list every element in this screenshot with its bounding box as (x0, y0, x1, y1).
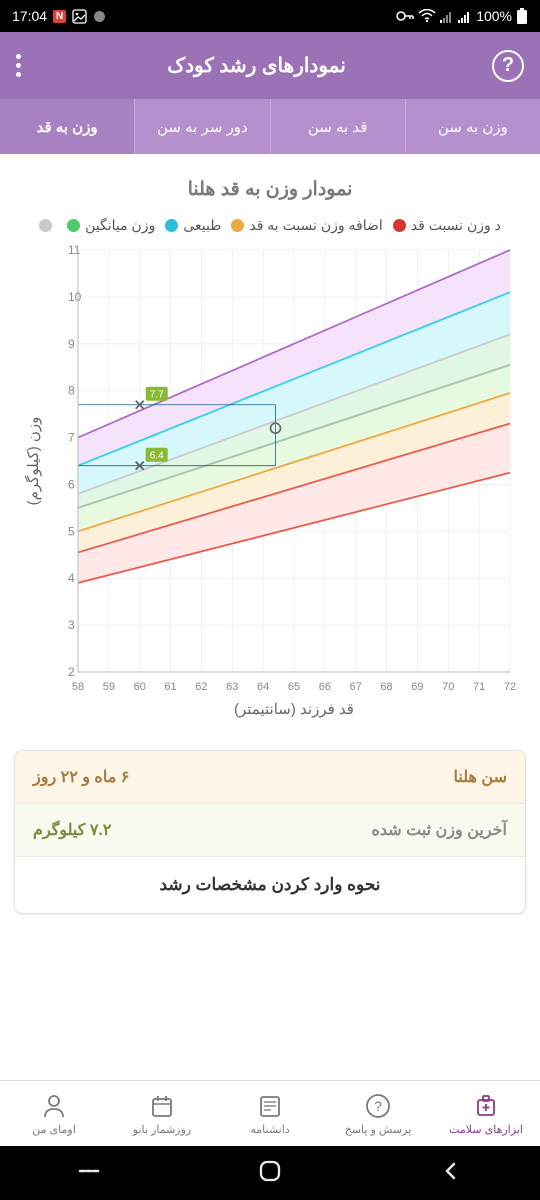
status-time: 17:04 (12, 8, 47, 24)
legend-item-1: اضافه وزن نسبت به قد (231, 217, 382, 234)
nav-label: روزشمار بانو (133, 1123, 191, 1136)
svg-text:?: ? (374, 1098, 382, 1114)
nav-label: ابزارهای سلامت (449, 1123, 523, 1136)
menu-button[interactable] (16, 54, 21, 77)
legend-item-2: طبیعی (165, 217, 221, 234)
chart-legend: د وزن نسبت قد اضافه وزن نسبت به قد طبیعی وز… (0, 217, 540, 234)
tab-2[interactable]: دور سر به سن (134, 99, 269, 154)
svg-text:7: 7 (68, 431, 75, 445)
svg-text:7.7: 7.7 (150, 390, 164, 401)
help-icon[interactable]: ? (492, 50, 524, 82)
svg-text:2: 2 (68, 665, 75, 679)
svg-text:62: 62 (195, 681, 207, 693)
gallery-icon (72, 9, 87, 24)
svg-text:9: 9 (68, 337, 75, 351)
nav-icon-4 (40, 1092, 68, 1120)
svg-text:63: 63 (226, 681, 238, 693)
signal2-icon (458, 10, 472, 23)
svg-text:60: 60 (134, 681, 146, 693)
svg-text:71: 71 (473, 681, 485, 693)
status-bar: 17:04 N 100% (0, 0, 540, 32)
nav-item-3[interactable]: روزشمار بانو (108, 1081, 216, 1146)
svg-text:11: 11 (68, 243, 81, 257)
back-button[interactable] (440, 1160, 462, 1187)
bottom-nav: ابزارهای سلامت? پرسش و پاسخ دانشنامه روزشما… (0, 1080, 540, 1146)
circle-icon (93, 10, 106, 23)
tab-3[interactable]: وزن به قد (0, 99, 134, 154)
vpn-icon (396, 10, 414, 22)
legend-item-4 (39, 217, 57, 234)
svg-text:10: 10 (68, 290, 82, 304)
nav-icon-0 (472, 1092, 500, 1120)
tabs: وزن به سنقد به سندور سر به سنوزن به قد (0, 99, 540, 154)
svg-text:70: 70 (442, 681, 454, 693)
nav-item-2[interactable]: دانشنامه (216, 1081, 324, 1146)
battery-pct: 100% (476, 8, 512, 24)
svg-text:68: 68 (380, 681, 392, 693)
svg-text:4: 4 (68, 571, 75, 585)
svg-text:66: 66 (319, 681, 331, 693)
svg-text:65: 65 (288, 681, 300, 693)
svg-text:67: 67 (350, 681, 362, 693)
nav-item-4[interactable]: اومای من (0, 1081, 108, 1146)
notification-badge: N (53, 10, 66, 23)
svg-text:قد فرزند (سانتیمتر): قد فرزند (سانتیمتر) (234, 701, 354, 718)
legend-item-0: د وزن نسبت قد (393, 217, 501, 234)
recent-apps-button[interactable] (78, 1160, 100, 1187)
svg-text:64: 64 (257, 681, 269, 693)
home-button[interactable] (257, 1158, 283, 1189)
age-value: ۶ ماه و ۲۲ روز (33, 767, 129, 787)
svg-text:6: 6 (68, 477, 75, 491)
weight-row: آخرین وزن ثبت شده ۷.۲ کیلوگرم (15, 803, 525, 857)
nav-item-0[interactable]: ابزارهای سلامت (432, 1081, 540, 1146)
svg-text:3: 3 (68, 618, 75, 632)
svg-text:5: 5 (68, 524, 75, 538)
age-row: سن هلنا ۶ ماه و ۲۲ روز (15, 751, 525, 803)
svg-text:69: 69 (411, 681, 423, 693)
nav-label: پرسش و پاسخ (345, 1123, 412, 1136)
nav-label: اومای من (32, 1123, 76, 1136)
weight-label: آخرین وزن ثبت شده (371, 820, 507, 840)
weight-value: ۷.۲ کیلوگرم (33, 820, 111, 840)
system-nav (0, 1146, 540, 1200)
svg-text:59: 59 (103, 681, 115, 693)
nav-item-1[interactable]: ? پرسش و پاسخ (324, 1081, 432, 1146)
tab-0[interactable]: وزن به سن (405, 99, 540, 154)
nav-icon-2 (256, 1092, 284, 1120)
chart-title: نمودار وزن به قد هلنا (0, 178, 540, 201)
svg-text:72: 72 (504, 681, 516, 693)
nav-icon-1: ? (364, 1092, 392, 1120)
signal-icon (440, 10, 454, 23)
svg-text:6.4: 6.4 (150, 451, 164, 462)
howto-button[interactable]: نحوه وارد کردن مشخصات رشد (15, 857, 525, 913)
growth-chart[interactable]: 2345678910115859606162636465666768697071… (20, 242, 520, 722)
page-title: نمودارهای رشد کودک (167, 53, 346, 78)
tab-1[interactable]: قد به سن (270, 99, 405, 154)
svg-text:61: 61 (164, 681, 176, 693)
nav-label: دانشنامه (250, 1123, 289, 1136)
battery-icon (516, 8, 528, 24)
nav-icon-3 (148, 1092, 176, 1120)
svg-text:8: 8 (68, 384, 75, 398)
app-header: ? نمودارهای رشد کودک (0, 32, 540, 99)
age-label: سن هلنا (454, 767, 507, 787)
svg-text:58: 58 (72, 681, 84, 693)
wifi-icon (418, 9, 436, 23)
legend-item-3: وزن میانگین (67, 217, 155, 234)
info-card: سن هلنا ۶ ماه و ۲۲ روز آخرین وزن ثبت شده… (14, 750, 526, 914)
svg-text:وزن (کیلوگرم): وزن (کیلوگرم) (24, 417, 42, 506)
